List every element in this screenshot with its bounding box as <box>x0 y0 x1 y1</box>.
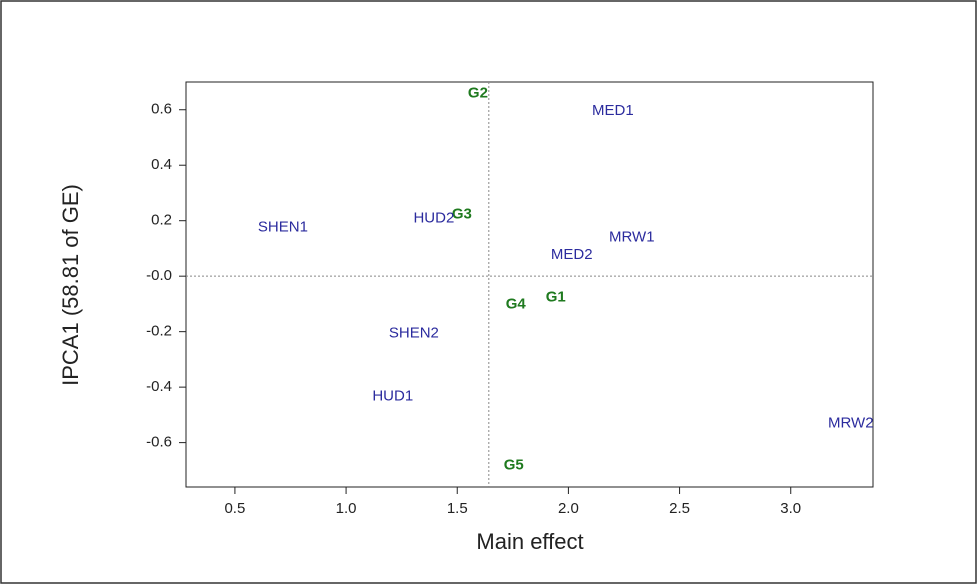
point-label: MED2 <box>551 246 593 263</box>
y-tick-label: -0.0 <box>146 267 172 284</box>
x-axis-label: Main effect <box>476 529 583 554</box>
point-label: G5 <box>504 457 524 474</box>
y-tick-label: 0.4 <box>151 156 172 173</box>
y-tick-label: -0.2 <box>146 323 172 340</box>
x-tick-label: 2.0 <box>558 500 579 517</box>
point-label: G1 <box>546 289 566 306</box>
y-tick-label: -0.4 <box>146 378 172 395</box>
x-tick-label: 1.5 <box>447 500 468 517</box>
x-tick-label: 1.0 <box>336 500 357 517</box>
y-tick-label: -0.6 <box>146 434 172 451</box>
point-label: HUD2 <box>413 210 454 227</box>
y-tick-label: 0.6 <box>151 101 172 118</box>
point-label: MRW1 <box>609 229 655 246</box>
point-label: G2 <box>468 85 488 102</box>
point-label: G4 <box>506 296 527 313</box>
point-label: MED1 <box>592 102 634 119</box>
x-tick-label: 0.5 <box>224 500 245 517</box>
point-label: MRW2 <box>828 415 874 432</box>
plot-area <box>185 81 874 488</box>
point-label: SHEN1 <box>258 219 308 236</box>
x-tick-label: 2.5 <box>669 500 690 517</box>
point-label: HUD1 <box>372 388 413 405</box>
x-tick-label: 3.0 <box>780 500 801 517</box>
point-label: G3 <box>452 206 472 223</box>
point-label: SHEN2 <box>389 325 439 342</box>
y-axis-label: IPCA1 (58.81 of GE) <box>58 184 83 386</box>
y-tick-label: 0.2 <box>151 212 172 229</box>
